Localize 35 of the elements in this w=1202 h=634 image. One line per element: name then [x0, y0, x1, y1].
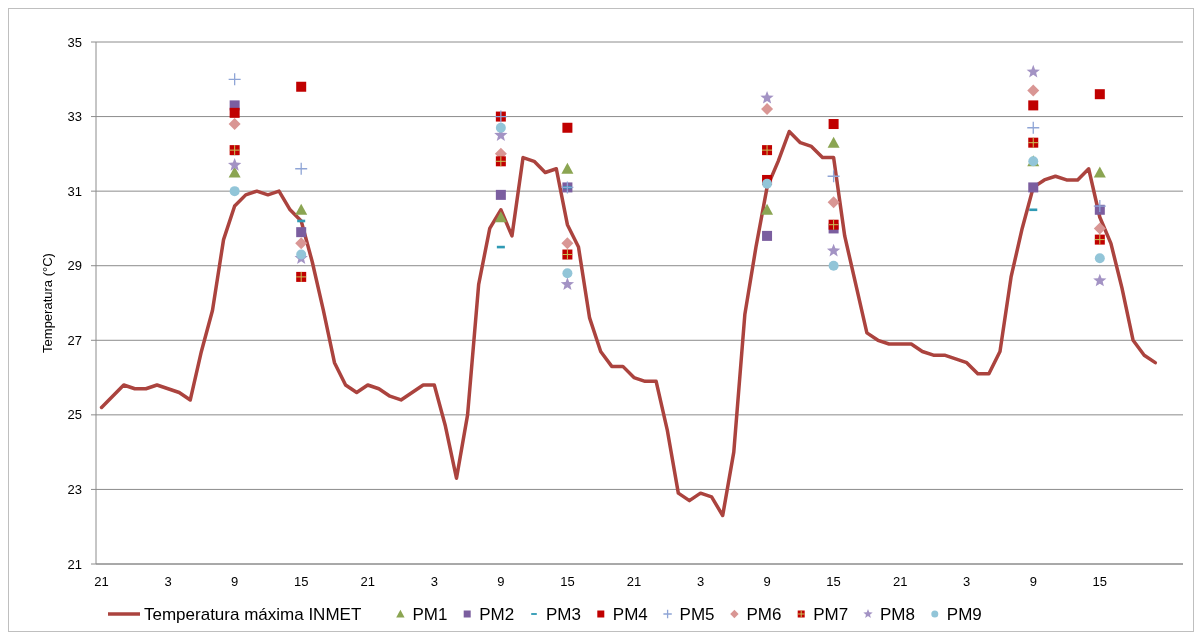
x-tick-label: 9 — [231, 574, 239, 589]
y-tick-label: 23 — [67, 481, 82, 497]
x-tick-label: 3 — [963, 574, 971, 589]
x-tick-label: 21 — [360, 574, 375, 589]
x-tick-label: 3 — [430, 574, 438, 589]
y-tick-label: 27 — [67, 332, 82, 348]
legend-label: PM1 — [412, 604, 448, 624]
legend-label: PM8 — [880, 604, 915, 624]
x-tick-label: 3 — [696, 574, 705, 589]
x-tick-label: 15 — [293, 574, 309, 589]
x-tick-label: 9 — [763, 574, 771, 589]
x-tick-label: 21 — [94, 574, 109, 589]
x-tick-label: 9 — [497, 574, 505, 589]
y-tick-label: 31 — [67, 183, 82, 199]
y-tick-label: 25 — [67, 407, 82, 423]
y-tick-label: 21 — [67, 556, 82, 572]
legend-label: PM6 — [746, 604, 782, 624]
x-tick-label: 15 — [1092, 574, 1108, 589]
y-tick-label: 35 — [67, 34, 82, 50]
x-tick-label: 15 — [826, 574, 841, 589]
legend-label: PM9 — [946, 604, 982, 624]
y-tick-label: 29 — [67, 258, 82, 274]
y-tick-label: 33 — [67, 109, 82, 125]
legend-label: PM5 — [679, 604, 715, 624]
legend-label: Temperatura máxima INMET — [144, 604, 362, 624]
legend-label: PM4 — [612, 604, 648, 624]
x-tick-label: 9 — [1029, 574, 1037, 589]
x-tick-label: 21 — [626, 574, 642, 589]
legend-label: PM2 — [479, 604, 515, 624]
legend-label: PM7 — [813, 604, 849, 624]
legend-label: PM3 — [546, 604, 581, 624]
x-tick-label: 21 — [892, 574, 908, 589]
y-axis-title: Temperatura (°C) — [40, 253, 55, 353]
x-tick-label: 15 — [560, 574, 575, 589]
x-tick-label: 3 — [164, 574, 172, 589]
